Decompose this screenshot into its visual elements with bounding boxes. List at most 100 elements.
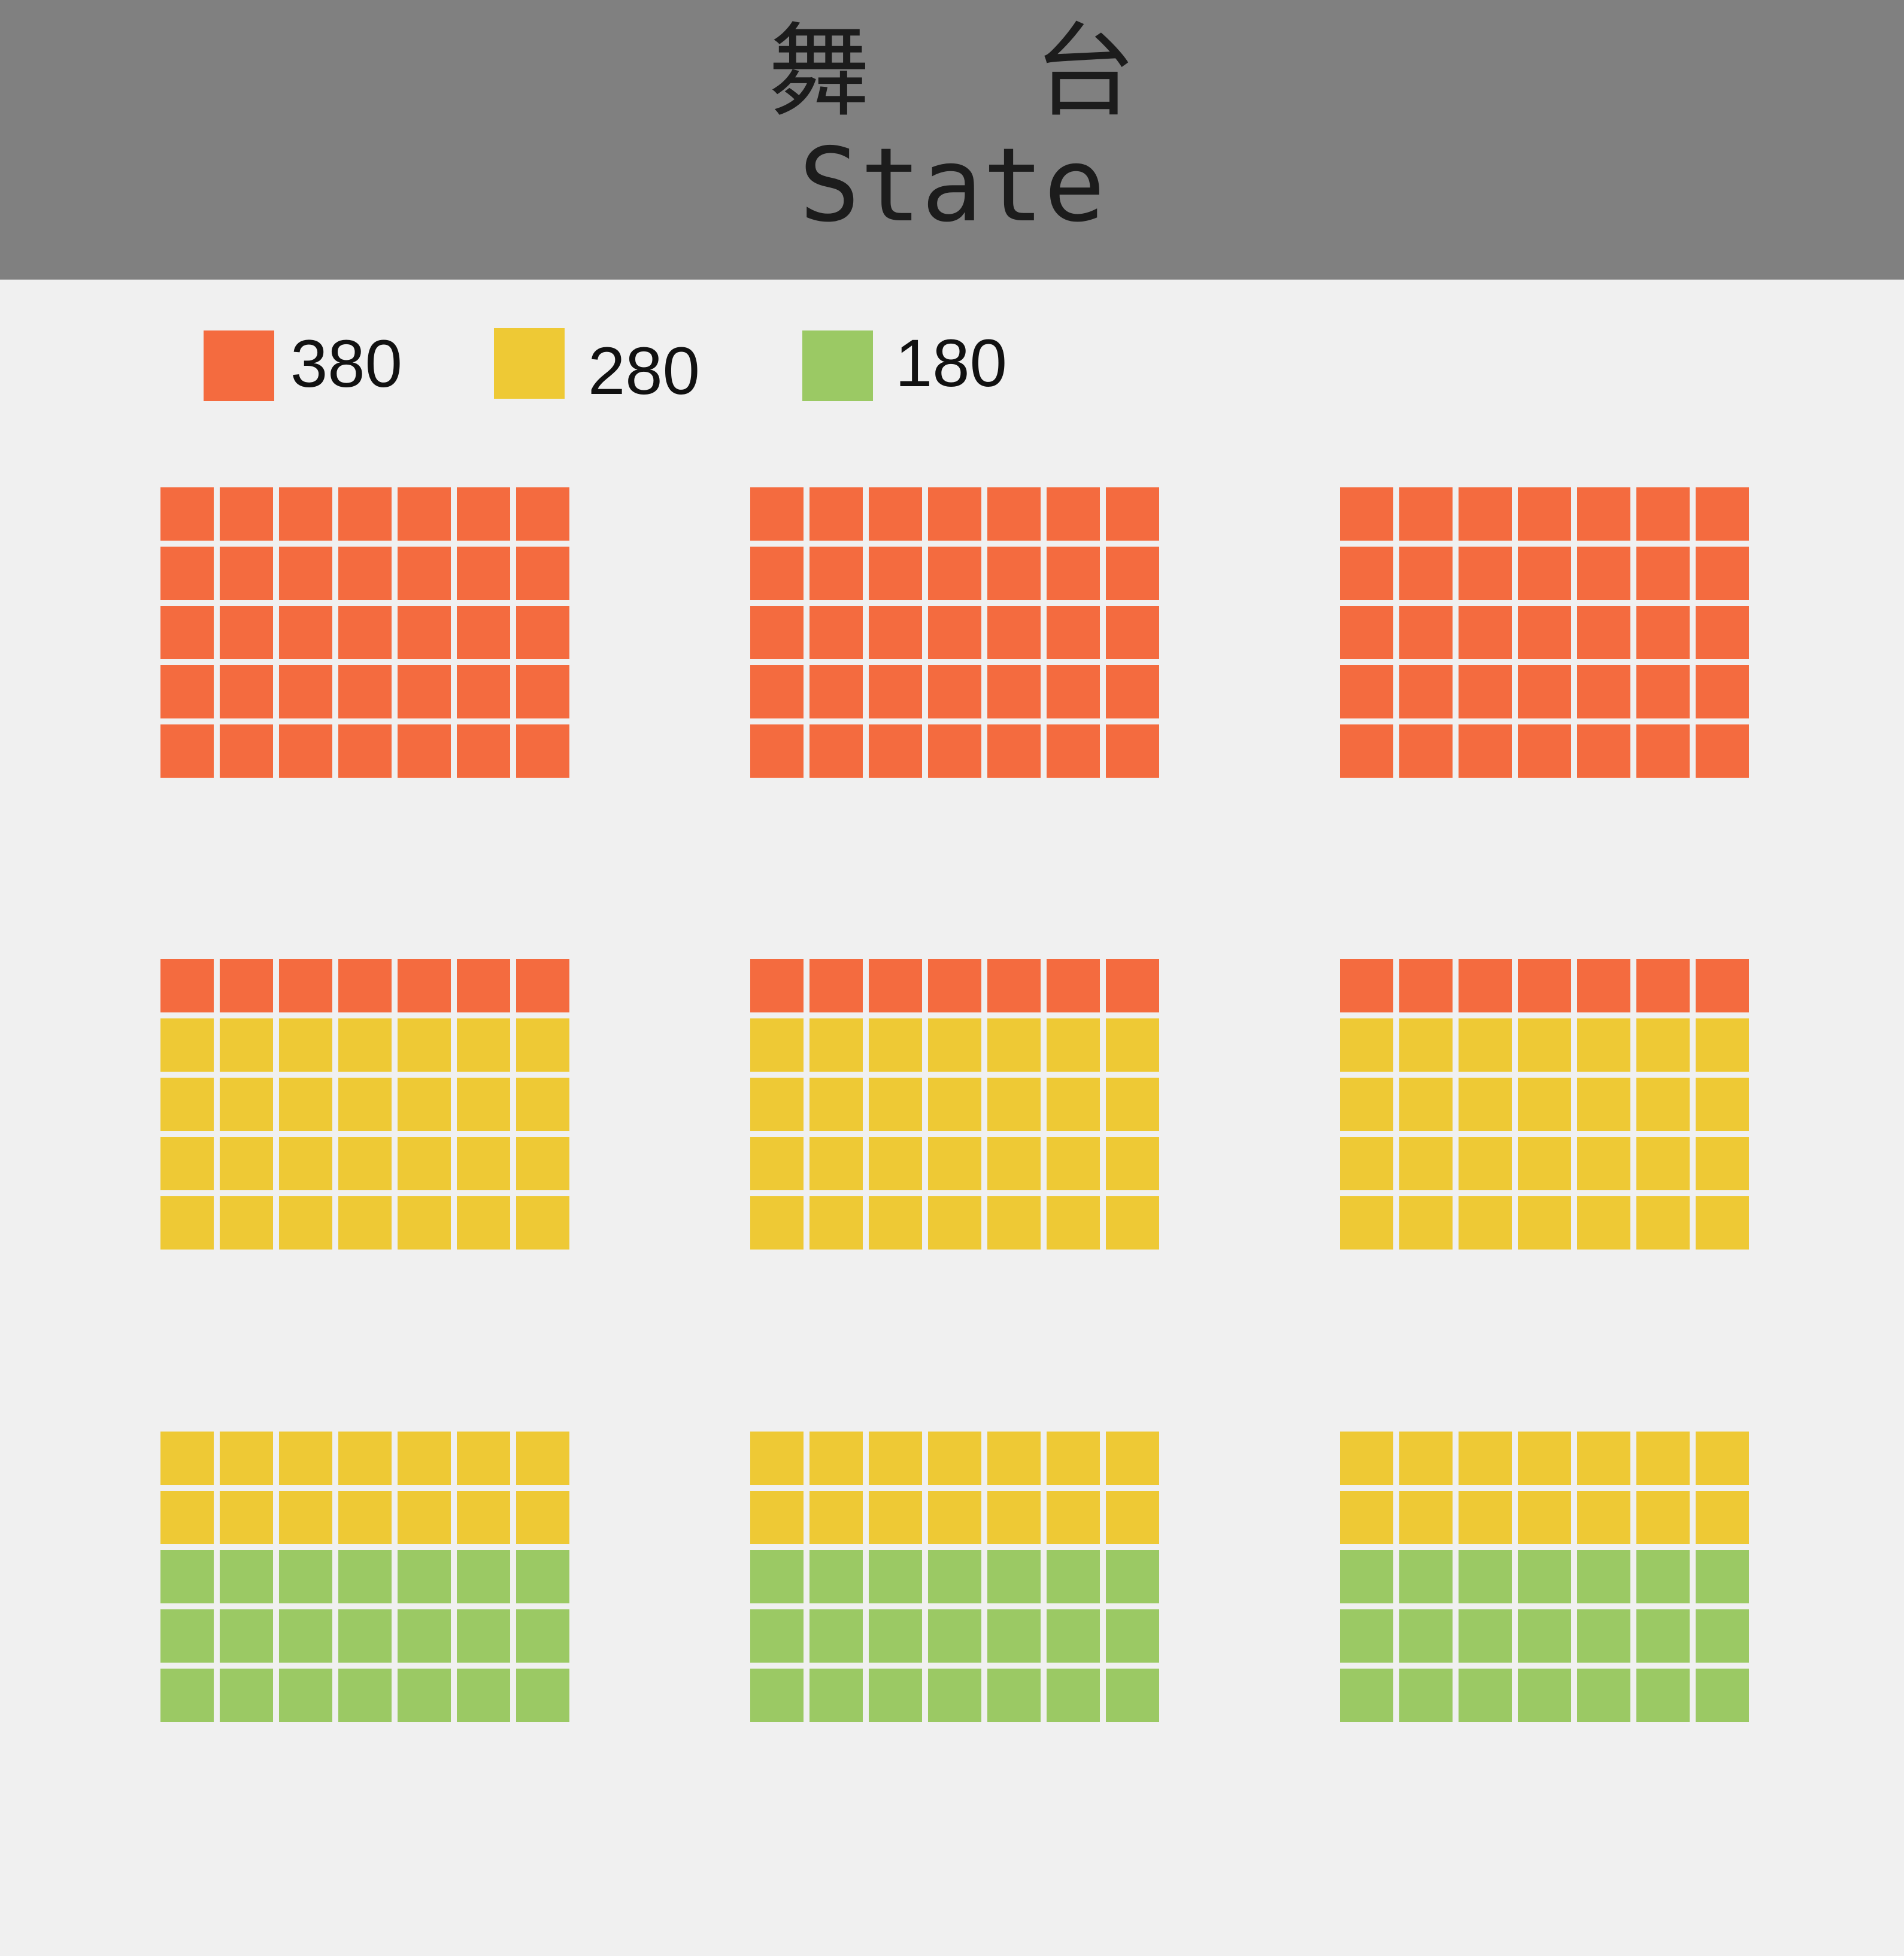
seat-280[interactable]: [338, 1078, 392, 1131]
seat-280[interactable]: [1577, 1491, 1630, 1544]
seat-280[interactable]: [516, 1432, 569, 1485]
seat-380[interactable]: [1636, 665, 1690, 718]
seat-380[interactable]: [220, 487, 273, 541]
seat-280[interactable]: [220, 1432, 273, 1485]
seat-180[interactable]: [220, 1550, 273, 1603]
seat-380[interactable]: [1340, 665, 1393, 718]
seat-280[interactable]: [809, 1018, 863, 1072]
seat-180[interactable]: [750, 1609, 804, 1663]
seat-180[interactable]: [160, 1669, 214, 1722]
seat-280[interactable]: [987, 1432, 1041, 1485]
seat-280[interactable]: [279, 1196, 332, 1250]
seat-280[interactable]: [338, 1491, 392, 1544]
seat-380[interactable]: [220, 724, 273, 778]
seat-280[interactable]: [220, 1078, 273, 1131]
seat-280[interactable]: [279, 1078, 332, 1131]
seat-280[interactable]: [750, 1018, 804, 1072]
seat-280[interactable]: [516, 1491, 569, 1544]
seat-280[interactable]: [1636, 1196, 1690, 1250]
seat-280[interactable]: [516, 1196, 569, 1250]
seat-280[interactable]: [516, 1018, 569, 1072]
seat-280[interactable]: [987, 1078, 1041, 1131]
seat-280[interactable]: [928, 1137, 981, 1190]
seat-380[interactable]: [1106, 487, 1159, 541]
seat-380[interactable]: [457, 724, 510, 778]
seat-280[interactable]: [1399, 1078, 1453, 1131]
seat-380[interactable]: [1636, 724, 1690, 778]
seat-180[interactable]: [1106, 1669, 1159, 1722]
seat-380[interactable]: [1518, 724, 1571, 778]
seat-280[interactable]: [1696, 1432, 1749, 1485]
seat-280[interactable]: [1399, 1432, 1453, 1485]
seat-380[interactable]: [338, 724, 392, 778]
seat-180[interactable]: [1340, 1550, 1393, 1603]
seat-380[interactable]: [1696, 547, 1749, 600]
seat-380[interactable]: [457, 606, 510, 659]
seat-280[interactable]: [1340, 1137, 1393, 1190]
seat-380[interactable]: [1047, 487, 1100, 541]
seat-380[interactable]: [1106, 665, 1159, 718]
seat-380[interactable]: [279, 665, 332, 718]
seat-380[interactable]: [338, 959, 392, 1012]
seat-280[interactable]: [220, 1018, 273, 1072]
seat-380[interactable]: [160, 547, 214, 600]
seat-180[interactable]: [398, 1669, 451, 1722]
seat-280[interactable]: [987, 1137, 1041, 1190]
seat-380[interactable]: [160, 724, 214, 778]
seat-380[interactable]: [1696, 487, 1749, 541]
seat-280[interactable]: [1047, 1137, 1100, 1190]
seat-280[interactable]: [1518, 1018, 1571, 1072]
seat-280[interactable]: [1106, 1078, 1159, 1131]
seat-380[interactable]: [279, 487, 332, 541]
seat-380[interactable]: [1106, 724, 1159, 778]
seat-380[interactable]: [1399, 547, 1453, 600]
seat-280[interactable]: [1047, 1432, 1100, 1485]
seat-180[interactable]: [1106, 1609, 1159, 1663]
seat-280[interactable]: [338, 1432, 392, 1485]
seat-180[interactable]: [516, 1550, 569, 1603]
seat-380[interactable]: [928, 606, 981, 659]
seat-380[interactable]: [869, 959, 922, 1012]
seat-180[interactable]: [1577, 1609, 1630, 1663]
seat-180[interactable]: [1518, 1669, 1571, 1722]
seat-280[interactable]: [1696, 1137, 1749, 1190]
seat-380[interactable]: [1577, 665, 1630, 718]
seat-280[interactable]: [1518, 1078, 1571, 1131]
seat-180[interactable]: [928, 1669, 981, 1722]
seat-380[interactable]: [1047, 724, 1100, 778]
seat-280[interactable]: [1518, 1432, 1571, 1485]
seat-380[interactable]: [1636, 959, 1690, 1012]
seat-380[interactable]: [398, 724, 451, 778]
seat-380[interactable]: [160, 959, 214, 1012]
seat-280[interactable]: [279, 1491, 332, 1544]
seat-380[interactable]: [1399, 724, 1453, 778]
seat-280[interactable]: [1696, 1491, 1749, 1544]
seat-280[interactable]: [809, 1078, 863, 1131]
seat-380[interactable]: [160, 606, 214, 659]
seat-280[interactable]: [457, 1078, 510, 1131]
seat-180[interactable]: [1399, 1669, 1453, 1722]
seat-380[interactable]: [1399, 959, 1453, 1012]
seat-380[interactable]: [750, 665, 804, 718]
seat-380[interactable]: [516, 606, 569, 659]
seat-180[interactable]: [1636, 1550, 1690, 1603]
seat-280[interactable]: [220, 1491, 273, 1544]
seat-280[interactable]: [160, 1491, 214, 1544]
seat-280[interactable]: [338, 1018, 392, 1072]
seat-380[interactable]: [398, 665, 451, 718]
seat-280[interactable]: [1340, 1018, 1393, 1072]
seat-280[interactable]: [457, 1018, 510, 1072]
seat-180[interactable]: [750, 1550, 804, 1603]
seat-280[interactable]: [1047, 1196, 1100, 1250]
seat-380[interactable]: [1340, 547, 1393, 600]
seat-280[interactable]: [1459, 1196, 1512, 1250]
seat-380[interactable]: [809, 487, 863, 541]
seat-380[interactable]: [1696, 665, 1749, 718]
seat-380[interactable]: [398, 547, 451, 600]
seat-280[interactable]: [1518, 1137, 1571, 1190]
seat-380[interactable]: [1459, 547, 1512, 600]
seat-280[interactable]: [750, 1137, 804, 1190]
seat-280[interactable]: [869, 1078, 922, 1131]
seat-380[interactable]: [1459, 606, 1512, 659]
seat-380[interactable]: [928, 665, 981, 718]
